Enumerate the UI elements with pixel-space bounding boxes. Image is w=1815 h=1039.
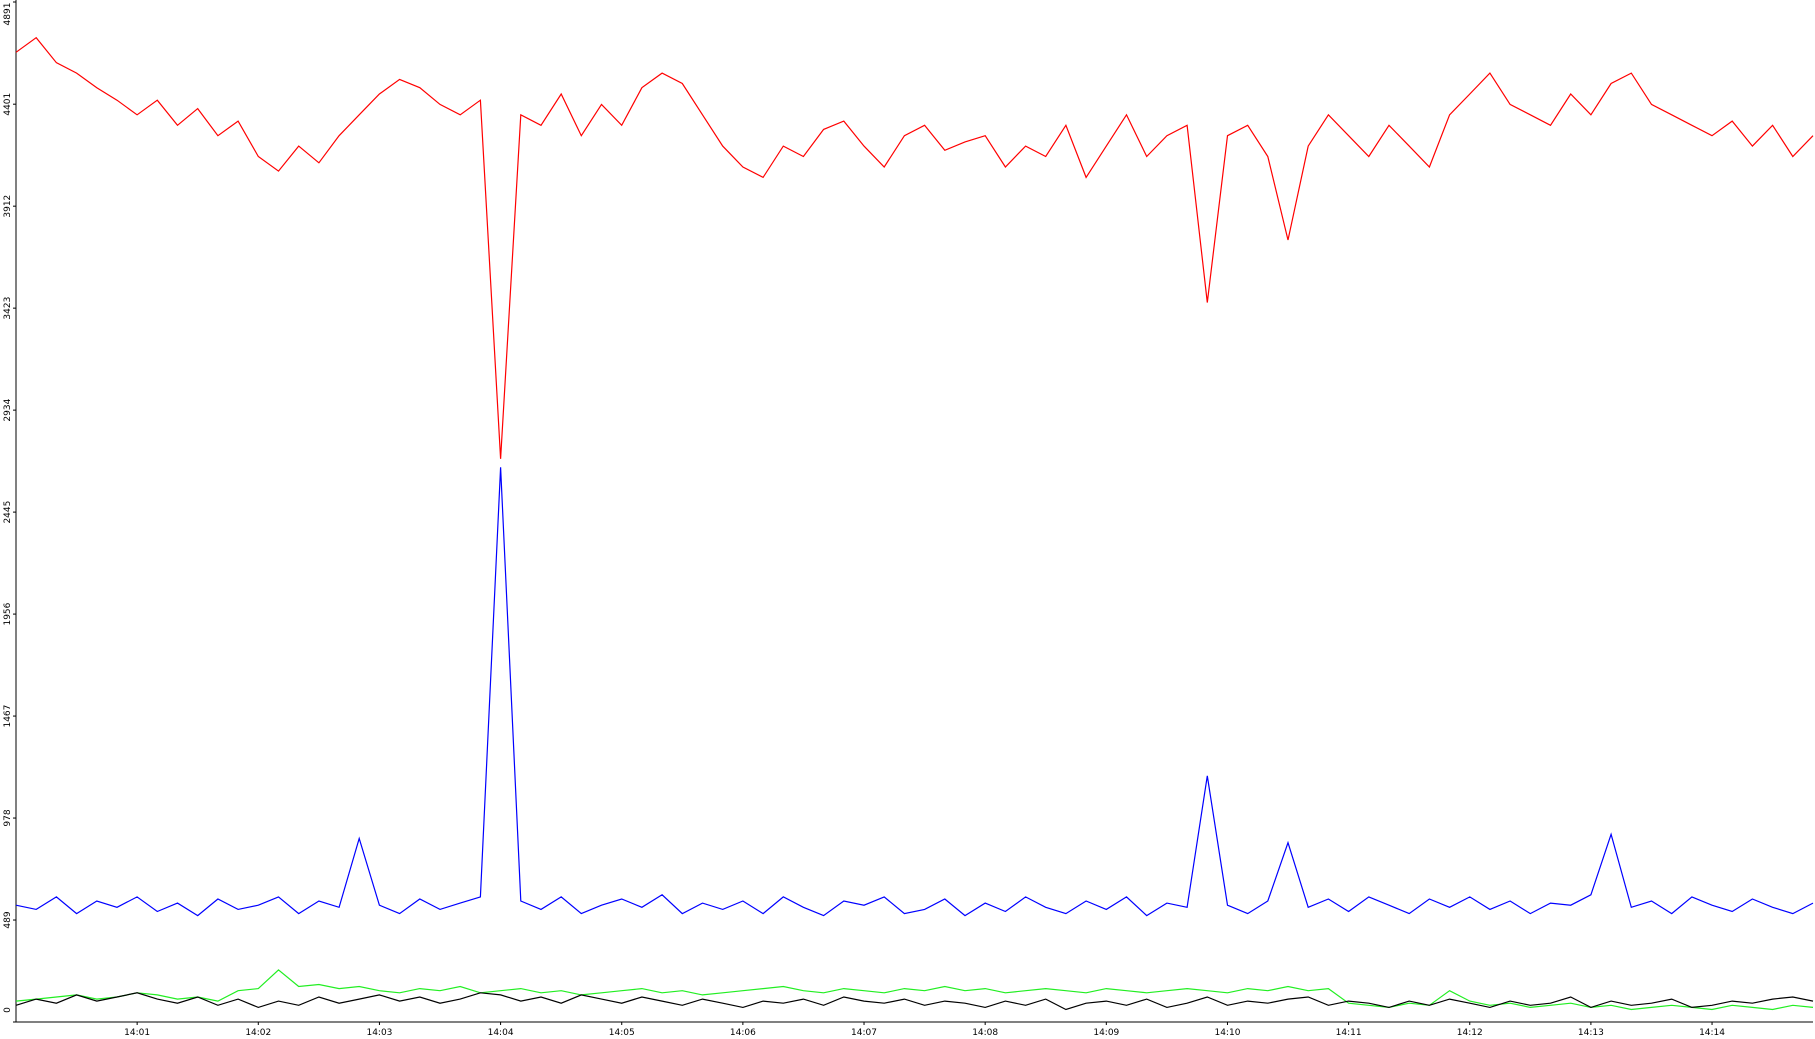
y-tick-label: 0 <box>3 1007 13 1013</box>
x-tick-label: 14:08 <box>972 1028 998 1038</box>
x-tick-label: 14:02 <box>245 1028 271 1038</box>
y-tick-label: 2445 <box>3 501 13 524</box>
y-tick-label: 1956 <box>3 602 13 625</box>
y-tick-label: 3423 <box>3 297 13 320</box>
x-tick-label: 14:06 <box>730 1028 756 1038</box>
x-tick-label: 14:10 <box>1214 1028 1240 1038</box>
y-tick-label: 3912 <box>3 195 13 218</box>
y-tick-label: 489 <box>3 911 13 928</box>
series-line <box>15 969 1814 1011</box>
series-line <box>15 467 1814 917</box>
x-tick-label: 14:07 <box>851 1028 877 1038</box>
x-tick-label: 14:12 <box>1457 1028 1483 1038</box>
y-tick-label: 4401 <box>3 93 13 116</box>
x-tick-label: 14:03 <box>366 1028 392 1038</box>
x-tick-label: 14:14 <box>1699 1028 1725 1038</box>
y-tick-label: 2934 <box>3 398 13 421</box>
x-tick-label: 14:01 <box>124 1028 150 1038</box>
x-tick-label: 14:05 <box>609 1028 635 1038</box>
y-tick-label: 4891 <box>3 3 13 26</box>
y-tick-label: 1467 <box>3 705 13 728</box>
x-tick-label: 14:13 <box>1578 1028 1604 1038</box>
series-line <box>15 36 1814 459</box>
x-tick-label: 14:04 <box>488 1028 514 1038</box>
y-tick-label: 978 <box>3 809 13 826</box>
x-tick-label: 14:09 <box>1093 1028 1119 1038</box>
x-tick-label: 14:11 <box>1336 1028 1362 1038</box>
series-line <box>15 992 1814 1011</box>
